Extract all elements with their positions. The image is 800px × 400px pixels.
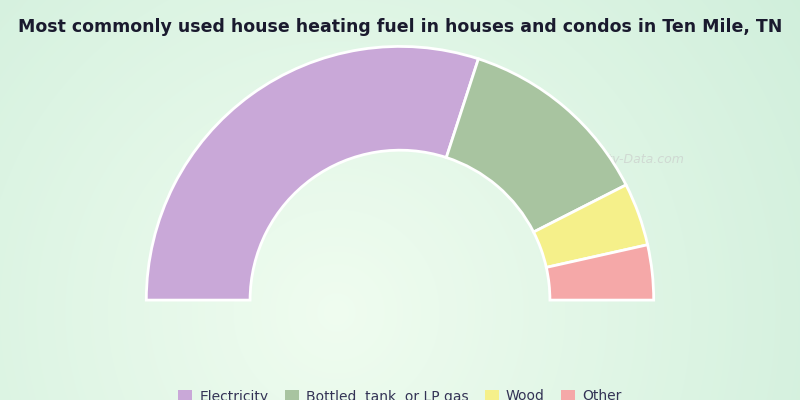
Text: Most commonly used house heating fuel in houses and condos in Ten Mile, TN: Most commonly used house heating fuel in… [18, 18, 782, 36]
Text: City-Data.com: City-Data.com [595, 154, 685, 166]
Legend: Electricity, Bottled, tank, or LP gas, Wood, Other: Electricity, Bottled, tank, or LP gas, W… [173, 384, 627, 400]
Wedge shape [146, 46, 478, 300]
Wedge shape [446, 59, 626, 232]
Wedge shape [534, 185, 647, 268]
Wedge shape [546, 245, 654, 300]
